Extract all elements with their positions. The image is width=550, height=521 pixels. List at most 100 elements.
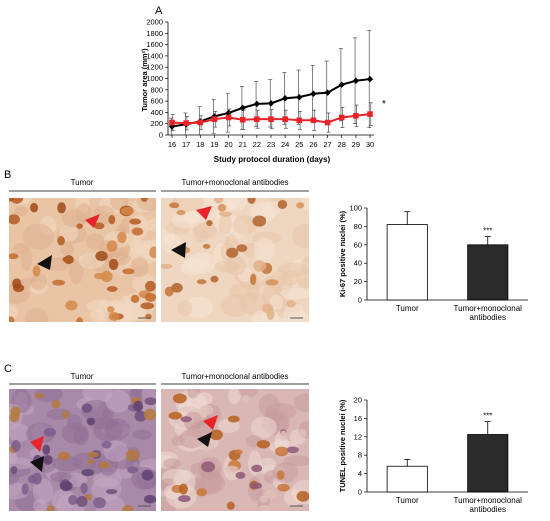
cell-nucleus	[143, 494, 156, 504]
cytoplasm-texture	[293, 393, 309, 413]
panel-b-label-tumor: Tumor	[71, 178, 94, 187]
cell-nucleus	[106, 286, 118, 292]
cell-nucleus	[277, 483, 290, 492]
bar	[386, 465, 428, 493]
cytoplasm-texture	[214, 260, 240, 273]
cell-nucleus	[31, 472, 42, 485]
category-label: antibodies	[470, 313, 506, 322]
cytoplasm-texture	[136, 198, 156, 211]
data-point	[338, 114, 345, 121]
cytoplasm-texture	[227, 389, 241, 405]
cell-nucleus	[108, 215, 116, 225]
cell-nucleus	[275, 446, 289, 457]
cytoplasm-texture	[258, 393, 281, 418]
cell-nucleus	[117, 231, 127, 244]
cell-nucleus	[10, 465, 18, 475]
x-tick-label: 29	[352, 140, 360, 149]
cell-nucleus	[76, 317, 83, 322]
black-arrowhead	[30, 456, 44, 472]
y-tick-label: 1000	[146, 74, 163, 83]
cytoplasm-texture	[183, 296, 214, 318]
y-tick-label: 8	[358, 451, 362, 460]
cell-nucleus	[93, 272, 107, 280]
cell-nucleus	[81, 468, 95, 477]
y-tick-label: 200	[150, 119, 163, 128]
data-point	[168, 123, 176, 130]
cytoplasm-texture	[269, 294, 284, 310]
cell-nucleus	[286, 446, 299, 454]
cytoplasm-texture	[187, 252, 217, 274]
panel-c-ylabel: TUNEL positive nuclei (%)	[338, 399, 347, 492]
data-point	[296, 93, 303, 101]
category-label: Tumor+monoclonal	[454, 304, 523, 313]
cytoplasm-texture	[292, 223, 309, 249]
cell-nucleus	[214, 198, 224, 204]
cell-nucleus	[235, 471, 246, 479]
data-point	[239, 116, 246, 123]
tunel-bar-chart: 0 4 8 12 16 20 Tumor *** Tumor+monoclonalantibod…	[354, 396, 528, 514]
micrograph-tunel-treated	[161, 389, 309, 511]
x-tick-label: 24	[281, 140, 289, 149]
x-tick-label: 26	[309, 140, 317, 149]
cell-nucleus	[226, 501, 235, 510]
y-tick-label: 0	[159, 131, 163, 140]
cell-nucleus	[68, 494, 78, 505]
cytoplasm-texture	[85, 233, 105, 250]
cytoplasm-texture	[178, 429, 205, 449]
cell-nucleus	[57, 451, 71, 461]
black-arrowhead	[197, 432, 212, 447]
micrograph-ki67-tumor	[9, 198, 156, 322]
category-label: Tumor	[396, 496, 419, 505]
x-tick-label: 17	[182, 140, 190, 149]
cell-nucleus	[9, 316, 15, 322]
cell-nucleus	[169, 202, 180, 209]
cytoplasm-texture	[232, 215, 258, 235]
micrograph-tunel-tumor	[9, 389, 156, 511]
data-point	[352, 77, 360, 84]
cytoplasm-texture	[259, 457, 277, 473]
data-point	[268, 116, 274, 122]
data-point	[324, 89, 331, 96]
cell-nucleus	[9, 253, 19, 260]
cell-nucleus	[226, 247, 239, 258]
cell-nucleus	[200, 405, 214, 416]
cytoplasm-texture	[13, 206, 28, 217]
cell-nucleus	[277, 199, 288, 209]
y-tick-label: 60	[354, 240, 362, 249]
red-arrowhead	[203, 415, 218, 430]
cell-nucleus	[43, 455, 53, 465]
cell-nucleus	[9, 214, 20, 225]
cell-nucleus	[129, 218, 142, 225]
cytoplasm-texture	[171, 198, 204, 212]
cell-nucleus	[227, 415, 240, 423]
data-point	[239, 104, 246, 112]
x-tick-label: 20	[224, 140, 232, 149]
cytoplasm-texture	[247, 280, 260, 304]
cell-nucleus	[286, 299, 296, 308]
cytoplasm-texture	[177, 300, 193, 317]
cell-nucleus	[87, 451, 99, 458]
cell-nucleus	[168, 411, 183, 420]
y-tick-label: 0	[358, 296, 362, 305]
cytoplasm-texture	[286, 310, 309, 322]
x-tick-label: 23	[267, 140, 275, 149]
cytoplasm-texture	[163, 458, 181, 469]
cell-nucleus	[29, 202, 39, 213]
cell-nucleus	[108, 258, 119, 271]
cell-nucleus	[144, 292, 156, 302]
cell-nucleus	[263, 489, 277, 499]
cell-nucleus	[196, 488, 208, 497]
cell-nucleus	[101, 441, 112, 449]
cell-nucleus	[122, 268, 135, 275]
data-point	[366, 75, 374, 83]
cell-nucleus	[140, 198, 148, 203]
black-arrowhead	[171, 242, 186, 258]
cell-nucleus	[60, 481, 73, 491]
data-point	[310, 90, 317, 97]
x-tick-label: 21	[239, 140, 247, 149]
cytoplasm-texture	[25, 307, 49, 322]
cell-nucleus	[253, 260, 267, 272]
data-point	[281, 95, 289, 102]
cell-nucleus	[106, 240, 118, 252]
